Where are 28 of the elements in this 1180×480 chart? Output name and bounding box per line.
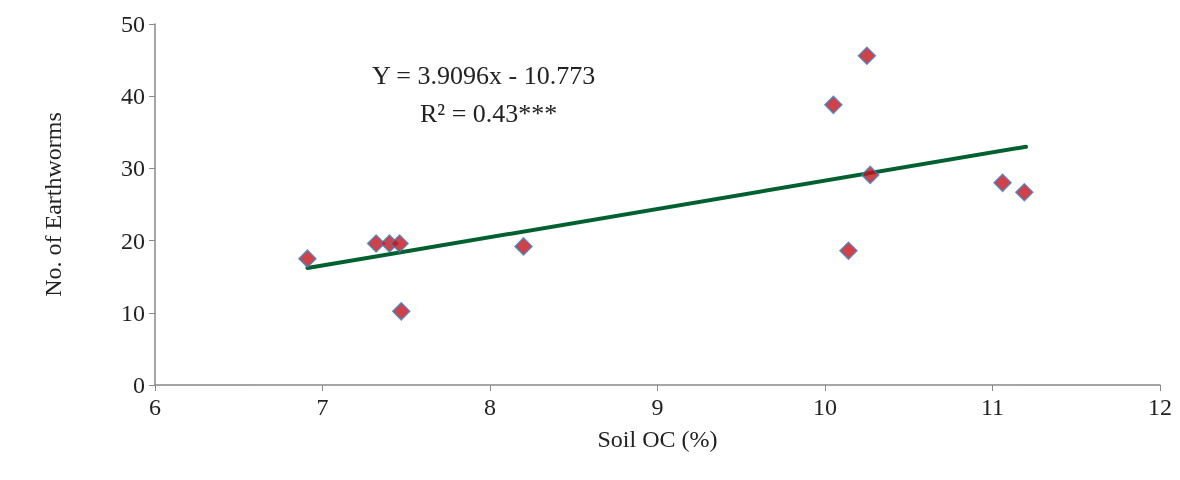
point [860,165,880,185]
point [298,249,317,268]
x-tick-label: 8 [484,394,496,420]
point [514,237,533,256]
point [366,234,386,253]
x-tick-label: 6 [149,394,161,420]
y-tick-label: 0 [133,372,145,398]
point [391,302,411,321]
point [857,46,877,66]
y-tick-label: 10 [121,299,145,326]
y-tick-label: 30 [121,155,145,182]
x-tick-label: 7 [316,394,329,420]
x-tick-label: 9 [651,394,664,420]
y-tick-label: 50 [121,11,145,37]
y-tick-label: 20 [121,227,145,254]
point [390,234,409,253]
point [993,173,1012,193]
x-tick-label: 12 [1148,394,1172,420]
point [824,95,843,115]
annotation: R² = 0.43*** [420,98,558,128]
x-tick-label: 10 [813,394,837,420]
annotation: Y = 3.9096x - 10.773 [372,60,596,90]
point [1015,182,1034,202]
y-axis-title: No. of Earthworms [40,112,66,297]
x-axis-title: Soil OC (%) [597,426,718,452]
y-tick-label: 40 [121,83,145,110]
x-tick-label: 11 [980,394,1005,420]
point [839,241,858,260]
